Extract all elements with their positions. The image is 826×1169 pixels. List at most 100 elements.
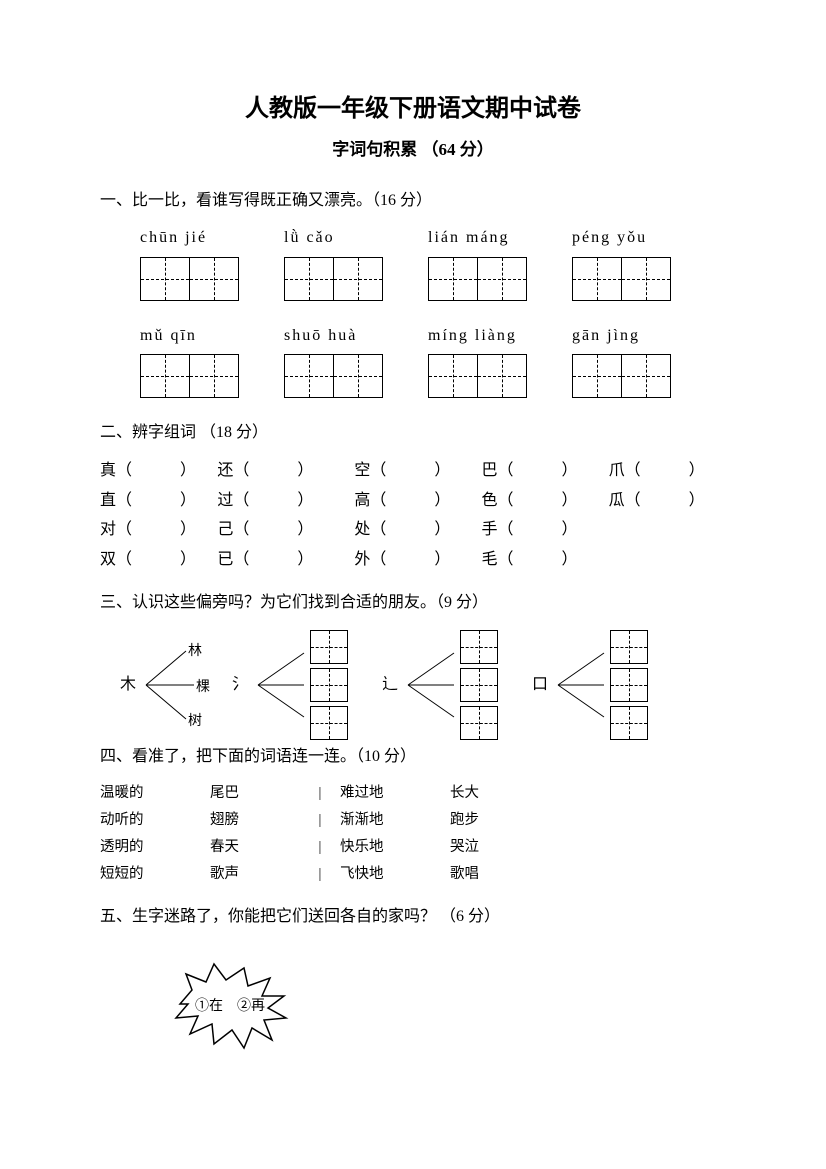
writing-box[interactable] bbox=[610, 630, 648, 664]
writing-box[interactable] bbox=[310, 706, 348, 740]
example-char: 林 bbox=[188, 641, 202, 663]
writing-box[interactable] bbox=[333, 257, 383, 301]
char-cell: 过（） bbox=[217, 488, 354, 514]
section-5-heading: 五、生字迷路了，你能把它们送回各自的家吗？ （6 分） bbox=[100, 904, 726, 930]
pinyin-label: lǜ cǎo bbox=[284, 225, 388, 251]
answer-blank[interactable]: （） bbox=[233, 517, 313, 543]
radical-group: 氵 bbox=[232, 630, 348, 740]
separator: | bbox=[300, 836, 340, 859]
answer-blank[interactable]: （） bbox=[116, 488, 196, 514]
match-row: 短短的歌声|飞快地歌唱 bbox=[100, 863, 726, 886]
match-right-b: 长大 bbox=[450, 782, 530, 805]
writing-box[interactable] bbox=[428, 257, 478, 301]
radical-group: 口 bbox=[532, 630, 648, 740]
answer-blank[interactable]: （） bbox=[233, 488, 313, 514]
section-4-heading: 四、看准了，把下面的词语连一连。（10 分） bbox=[100, 744, 726, 770]
writing-boxes-row bbox=[140, 257, 726, 301]
char-label: 还 bbox=[217, 458, 233, 484]
answer-blank[interactable]: （） bbox=[233, 458, 313, 484]
writing-box[interactable] bbox=[310, 630, 348, 664]
match-row: 温暖的尾巴|难过地长大 bbox=[100, 782, 726, 805]
writing-box[interactable] bbox=[621, 257, 671, 301]
char-cell: 处（） bbox=[354, 517, 481, 543]
char-label: 瓜 bbox=[609, 488, 625, 514]
answer-blank[interactable]: （） bbox=[370, 547, 450, 573]
writing-box[interactable] bbox=[572, 354, 622, 398]
writing-box[interactable] bbox=[477, 257, 527, 301]
answer-blank[interactable]: （） bbox=[116, 517, 196, 543]
answer-blank[interactable]: （） bbox=[233, 547, 313, 573]
fan-lines bbox=[404, 639, 460, 731]
answer-blank[interactable]: （） bbox=[497, 488, 577, 514]
answer-blank[interactable]: （） bbox=[625, 458, 705, 484]
fan-lines bbox=[254, 639, 310, 731]
separator: | bbox=[300, 782, 340, 805]
char-label: 空 bbox=[354, 458, 370, 484]
writing-box[interactable] bbox=[428, 354, 478, 398]
match-right-a: 渐渐地 bbox=[340, 809, 450, 832]
match-right-b: 哭泣 bbox=[450, 836, 530, 859]
writing-boxes-row bbox=[140, 354, 726, 398]
section-2-heading: 二、辨字组词 （18 分） bbox=[100, 420, 726, 446]
section-1-heading: 一、比一比，看谁写得既正确又漂亮。（16 分） bbox=[100, 188, 726, 214]
example-char: 树 bbox=[188, 711, 202, 733]
writing-box[interactable] bbox=[610, 668, 648, 702]
char-cell: 高（） bbox=[354, 488, 481, 514]
writing-box[interactable] bbox=[610, 706, 648, 740]
writing-box[interactable] bbox=[460, 706, 498, 740]
match-row: 透明的春天|快乐地哭泣 bbox=[100, 836, 726, 859]
section-4-matching: 温暖的尾巴|难过地长大动听的翅膀|渐渐地跑步透明的春天|快乐地哭泣短短的歌声|飞… bbox=[100, 782, 726, 887]
pinyin-label: lián máng bbox=[428, 225, 532, 251]
char-label: 爪 bbox=[609, 458, 625, 484]
answer-blank[interactable]: （） bbox=[116, 547, 196, 573]
writing-box[interactable] bbox=[333, 354, 383, 398]
writing-box[interactable] bbox=[572, 257, 622, 301]
writing-box[interactable] bbox=[621, 354, 671, 398]
char-cell: 外（） bbox=[354, 547, 481, 573]
writing-box[interactable] bbox=[140, 354, 190, 398]
char-cell: 手（） bbox=[481, 517, 608, 543]
char-cell: 己（） bbox=[217, 517, 354, 543]
answer-blank[interactable]: （） bbox=[625, 488, 705, 514]
answer-blank[interactable]: （） bbox=[497, 517, 577, 543]
answer-blank[interactable]: （） bbox=[370, 488, 450, 514]
pinyin-label: chūn jié bbox=[140, 225, 244, 251]
writing-box[interactable] bbox=[284, 257, 334, 301]
writing-box[interactable] bbox=[140, 257, 190, 301]
answer-blank[interactable]: （） bbox=[370, 517, 450, 543]
writing-box[interactable] bbox=[189, 354, 239, 398]
separator: | bbox=[300, 809, 340, 832]
fan-lines: 林 棵 树 bbox=[142, 639, 198, 731]
answer-blank[interactable]: （） bbox=[370, 458, 450, 484]
radical-char: 木 bbox=[120, 672, 136, 698]
writing-box[interactable] bbox=[189, 257, 239, 301]
writing-box[interactable] bbox=[460, 668, 498, 702]
match-right-a: 难过地 bbox=[340, 782, 450, 805]
char-cell: 真（） bbox=[100, 458, 217, 484]
char-label: 己 bbox=[217, 517, 233, 543]
char-cell: 瓜（） bbox=[609, 488, 726, 514]
answer-blank[interactable]: （） bbox=[497, 458, 577, 484]
pinyin-label: péng yǒu bbox=[572, 225, 676, 251]
burst-text: ①在 ②再 bbox=[195, 998, 265, 1014]
writing-box[interactable] bbox=[460, 630, 498, 664]
match-left-b: 翅膀 bbox=[210, 809, 300, 832]
writing-box[interactable] bbox=[284, 354, 334, 398]
char-cell: 双（） bbox=[100, 547, 217, 573]
char-cell: 还（） bbox=[217, 458, 354, 484]
match-right-b: 跑步 bbox=[450, 809, 530, 832]
char-cell: 爪（） bbox=[609, 458, 726, 484]
match-left-b: 春天 bbox=[210, 836, 300, 859]
writing-box[interactable] bbox=[310, 668, 348, 702]
char-label: 毛 bbox=[481, 547, 497, 573]
writing-box[interactable] bbox=[477, 354, 527, 398]
char-cell: 直（） bbox=[100, 488, 217, 514]
radical-char: 氵 bbox=[232, 672, 248, 698]
char-label: 外 bbox=[354, 547, 370, 573]
answer-blank[interactable]: （） bbox=[497, 547, 577, 573]
char-cell: 色（） bbox=[481, 488, 608, 514]
answer-blank[interactable]: （） bbox=[116, 458, 196, 484]
pinyin-label: mǔ qīn bbox=[140, 323, 244, 349]
radical-group: 辶 bbox=[382, 630, 498, 740]
radical-group: 木 林 棵 树 bbox=[120, 639, 198, 731]
